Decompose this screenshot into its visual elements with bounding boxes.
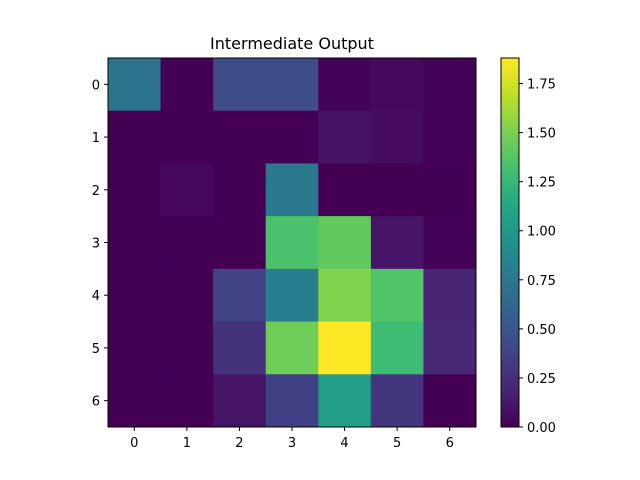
colorbar-tick-label: 0.00 bbox=[527, 421, 556, 436]
heatmap-cell-0-2 bbox=[213, 58, 267, 112]
y-axis: 0 1 2 3 4 5 6 bbox=[92, 78, 108, 410]
x-tick-label: 6 bbox=[446, 436, 454, 451]
x-tick-label: 4 bbox=[340, 436, 348, 451]
heatmap-cell-0-3 bbox=[265, 58, 319, 112]
heatmap-cell-4-3 bbox=[265, 268, 319, 323]
y-tick-label: 1 bbox=[92, 131, 100, 146]
heatmap-cell-1-3 bbox=[265, 110, 319, 164]
heatmap-cell-6-4 bbox=[318, 374, 372, 428]
heatmap-cell-0-6 bbox=[423, 58, 477, 112]
heatmap-cell-2-5 bbox=[370, 163, 424, 217]
heatmap-cell-4-6 bbox=[423, 268, 477, 323]
heatmap-cell-2-0 bbox=[108, 163, 162, 217]
heatmap-cell-3-4 bbox=[318, 216, 372, 270]
heatmap-cell-5-2 bbox=[213, 321, 267, 375]
heatmap-cell-3-5 bbox=[370, 216, 424, 270]
heatmap-cell-6-5 bbox=[370, 374, 424, 428]
colorbar bbox=[501, 58, 519, 427]
heatmap-cell-1-1 bbox=[160, 110, 214, 164]
heatmap-cell-5-6 bbox=[423, 321, 477, 375]
heatmap-cell-6-1 bbox=[160, 374, 214, 428]
x-tick-label: 5 bbox=[393, 436, 401, 451]
heatmap-cell-3-2 bbox=[213, 216, 267, 270]
chart-title: Intermediate Output bbox=[210, 34, 374, 53]
heatmap-cell-0-5 bbox=[370, 58, 424, 112]
heatmap-cell-1-6 bbox=[423, 110, 477, 164]
heatmap-cell-1-2 bbox=[213, 110, 267, 164]
heatmap-cell-2-4 bbox=[318, 163, 372, 217]
heatmap-cell-5-1 bbox=[160, 321, 214, 375]
heatmap-cell-5-5 bbox=[370, 321, 424, 375]
y-tick-label: 4 bbox=[92, 289, 100, 304]
heatmap-cell-3-6 bbox=[423, 216, 477, 270]
heatmap-cell-6-6 bbox=[423, 374, 477, 428]
heatmap-cell-1-4 bbox=[318, 110, 372, 164]
y-tick-label: 2 bbox=[92, 184, 100, 199]
colorbar-tick-label: 0.25 bbox=[527, 372, 556, 387]
heatmap-cell-0-4 bbox=[318, 58, 372, 112]
x-axis: 0 1 2 3 4 5 6 bbox=[130, 427, 454, 451]
heatmap-cell-4-0 bbox=[108, 268, 162, 323]
heatmap-cell-3-0 bbox=[108, 216, 162, 270]
y-tick-label: 3 bbox=[92, 237, 100, 252]
x-tick-label: 2 bbox=[235, 436, 243, 451]
heatmap-cell-4-2 bbox=[213, 268, 267, 323]
y-tick-label: 6 bbox=[92, 395, 100, 410]
heatmap-cell-5-4 bbox=[318, 321, 372, 375]
colorbar-tick-label: 1.75 bbox=[527, 78, 556, 93]
heatmap-cell-2-6 bbox=[423, 163, 477, 217]
heatmap-cell-4-4 bbox=[318, 268, 372, 323]
heatmap-cell-2-2 bbox=[213, 163, 267, 217]
heatmap-cell-6-2 bbox=[213, 374, 267, 428]
y-tick-label: 0 bbox=[92, 78, 100, 93]
heatmap-cell-2-3 bbox=[265, 163, 319, 217]
colorbar-axis: 0.00 0.25 0.50 0.75 1.00 1.25 1.50 1.75 bbox=[519, 78, 556, 436]
heatmap-cell-1-5 bbox=[370, 110, 424, 164]
colorbar-tick-label: 0.75 bbox=[527, 274, 556, 289]
colorbar-tick-label: 0.50 bbox=[527, 323, 556, 338]
heatmap-cell-4-5 bbox=[370, 268, 424, 323]
heatmap-cell-5-0 bbox=[108, 321, 162, 375]
heatmap-cell-4-1 bbox=[160, 268, 214, 323]
heatmap-cell-5-3 bbox=[265, 321, 319, 375]
x-tick-label: 1 bbox=[183, 436, 191, 451]
heatmap-cell-6-0 bbox=[108, 374, 162, 428]
heatmap-cell-3-3 bbox=[265, 216, 319, 270]
colorbar-tick-label: 1.00 bbox=[527, 225, 556, 240]
colorbar-tick-label: 1.50 bbox=[527, 127, 556, 142]
colorbar-frame bbox=[500, 57, 520, 428]
y-tick-label: 5 bbox=[92, 342, 100, 357]
colorbar-tick-label: 1.25 bbox=[527, 176, 556, 191]
x-tick-label: 3 bbox=[288, 436, 296, 451]
x-tick-label: 0 bbox=[130, 436, 138, 451]
heatmap-cell-0-0 bbox=[108, 58, 162, 112]
heatmap-cell-6-3 bbox=[265, 374, 319, 428]
heatmap-cell-1-0 bbox=[108, 110, 162, 164]
heatmap-cell-3-1 bbox=[160, 216, 214, 270]
heatmap-cells bbox=[108, 58, 477, 428]
heatmap-cell-0-1 bbox=[160, 58, 214, 112]
heatmap-cell-2-1 bbox=[160, 163, 214, 217]
